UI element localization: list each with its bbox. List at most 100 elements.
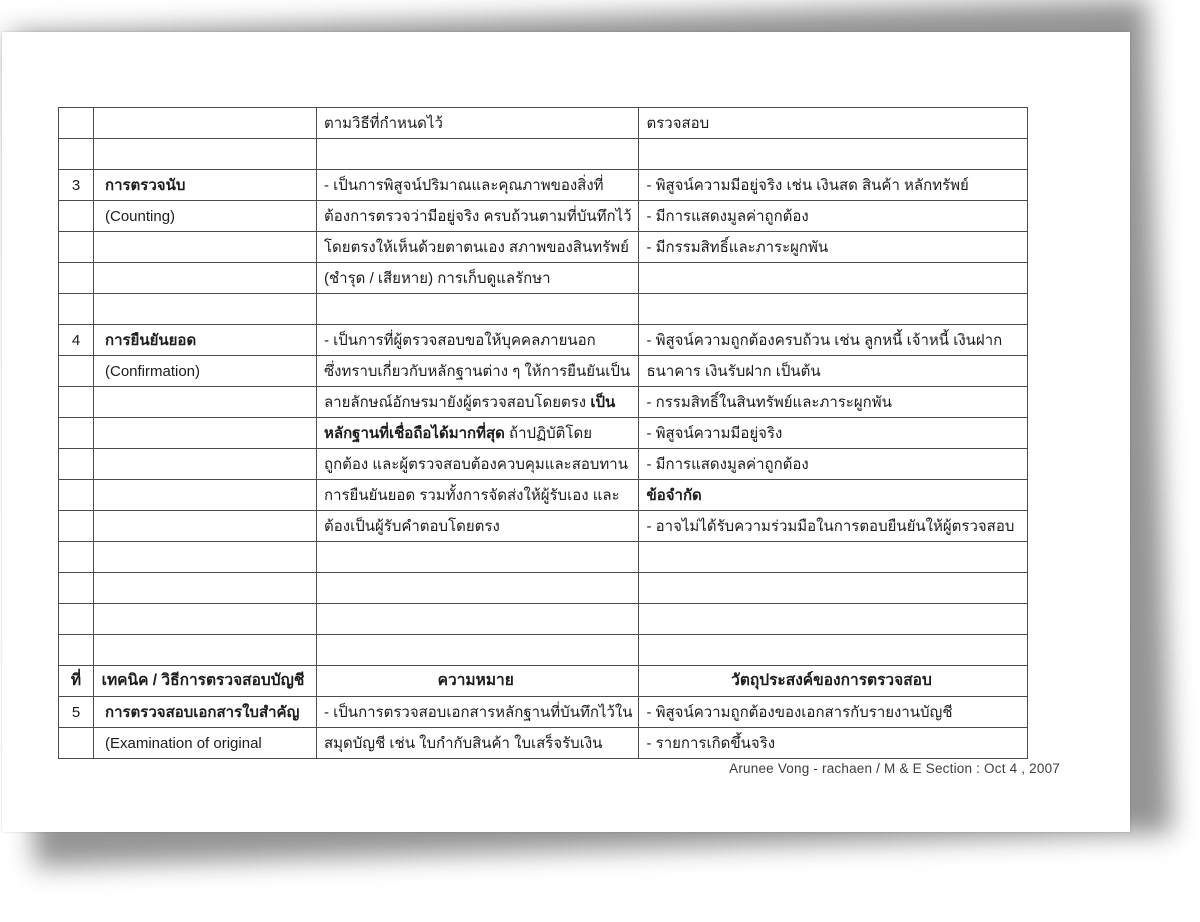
table-cell: - รายการเกิดขึ้นจริง — [638, 727, 1029, 759]
table-cell — [58, 386, 94, 418]
table-cell: การตรวจนับ — [93, 169, 317, 201]
table-cell — [58, 510, 94, 542]
table-header-cell: ที่ — [58, 665, 94, 697]
table-cell: - เป็นการพิสูจน์ปริมาณและคุณภาพของสิ่งที… — [315, 169, 640, 201]
table-cell: ต้องการตรวจว่ามีอยู่จริง ครบถ้วนตามที่บั… — [315, 200, 640, 232]
table-cell — [58, 572, 94, 604]
table-cell — [638, 634, 1029, 666]
table-cell: ซึ่งทราบเกี่ยวกับหลักฐานต่าง ๆ ให้การยืน… — [315, 355, 640, 387]
table-cell — [93, 417, 317, 449]
table-cell — [93, 634, 317, 666]
table-row: ต้องเป็นผู้รับคำตอบโดยตรง - อาจไม่ได้รับค… — [58, 510, 1029, 542]
table-cell — [58, 200, 94, 232]
table-row: 3 การตรวจนับ - เป็นการพิสูจน์ปริมาณและคุณภ… — [58, 169, 1029, 201]
table-cell: การยืนยันยอด — [93, 324, 317, 356]
table-cell: การยืนยันยอด รวมทั้งการจัดส่งให้ผู้รับเอ… — [315, 479, 640, 511]
audit-table-wrapper: ตามวิธีที่กำหนดไว้ ตรวจสอบ 3 การตรวจนับ - เป… — [58, 107, 1029, 759]
table-cell: 3 — [58, 169, 94, 201]
table-row: ตามวิธีที่กำหนดไว้ ตรวจสอบ — [58, 107, 1029, 139]
table-cell: - พิสูจน์ความถูกต้องครบถ้วน เช่น ลูกหนี้… — [638, 324, 1029, 356]
table-cell — [58, 107, 94, 139]
table-cell — [638, 138, 1029, 170]
table-cell — [638, 572, 1029, 604]
table-cell: ถูกต้อง และผู้ตรวจสอบต้องควบคุมและสอบทาน — [315, 448, 640, 480]
table-cell: - มีกรรมสิทธิ์และภาระผูกพัน — [638, 231, 1029, 263]
table-row: 4 การยืนยันยอด - เป็นการที่ผู้ตรวจสอบขอให้… — [58, 324, 1029, 356]
bold-text-segment: หลักฐานที่เชื่อถือได้มากที่สุด — [324, 424, 505, 442]
table-cell — [638, 262, 1029, 294]
table-row: 5 การตรวจสอบเอกสารใบสำคัญ - เป็นการตรวจสอบ… — [58, 696, 1029, 728]
table-cell: ต้องเป็นผู้รับคำตอบโดยตรง — [315, 510, 640, 542]
table-header-cell: ความหมาย — [315, 665, 640, 697]
bold-text-segment: การยืนยันยอด — [105, 331, 197, 349]
table-cell — [638, 541, 1029, 573]
table-cell: 5 — [58, 696, 94, 728]
table-cell — [315, 634, 640, 666]
table-cell: (ชำรุด / เสียหาย) การเก็บดูแลรักษา — [315, 262, 640, 294]
table-header-row: ที่ เทคนิค / วิธีการตรวจสอบบัญชี ความหมายว… — [58, 665, 1029, 697]
table-row — [58, 634, 1029, 666]
table-cell: ข้อจำกัด — [638, 479, 1029, 511]
table-cell — [93, 479, 317, 511]
table-cell — [58, 262, 94, 294]
table-cell — [315, 603, 640, 635]
table-cell — [93, 386, 317, 418]
table-row: (ชำรุด / เสียหาย) การเก็บดูแลรักษา — [58, 262, 1029, 294]
table-cell — [58, 479, 94, 511]
table-cell: - พิสูจน์ความมีอยู่จริง — [638, 417, 1029, 449]
table-header-cell: เทคนิค / วิธีการตรวจสอบบัญชี — [93, 665, 317, 697]
table-cell: ลายลักษณ์อักษรมายังผู้ตรวจสอบโดยตรง เป็น — [315, 386, 640, 418]
table-cell — [58, 727, 94, 759]
text-segment: ถ้าปฏิบัติโดย — [504, 424, 592, 442]
table-row: (Counting) ต้องการตรวจว่ามีอยู่จริง ครบถ้… — [58, 200, 1029, 232]
table-row — [58, 138, 1029, 170]
table-row: โดยตรงให้เห็นด้วยตาตนเอง สภาพของสินทรัพย… — [58, 231, 1029, 263]
table-cell — [638, 603, 1029, 635]
document-page: ตามวิธีที่กำหนดไว้ ตรวจสอบ 3 การตรวจนับ - เป… — [2, 32, 1130, 832]
table-row — [58, 603, 1029, 635]
table-header-cell: วัตถุประสงค์ของการตรวจสอบ — [638, 665, 1029, 697]
table-cell: หลักฐานที่เชื่อถือได้มากที่สุด ถ้าปฏิบัต… — [315, 417, 640, 449]
table-cell — [58, 541, 94, 573]
table-cell: - อาจไม่ได้รับความร่วมมือในการตอบยืนยันใ… — [638, 510, 1029, 542]
table-row: หลักฐานที่เชื่อถือได้มากที่สุด ถ้าปฏิบัต… — [58, 417, 1029, 449]
table-cell — [93, 541, 317, 573]
table-cell — [315, 572, 640, 604]
table-cell: สมุดบัญชี เช่น ใบกำกับสินค้า ใบเสร็จรับเ… — [315, 727, 640, 759]
table-row — [58, 541, 1029, 573]
table-row: ถูกต้อง และผู้ตรวจสอบต้องควบคุมและสอบทาน… — [58, 448, 1029, 480]
table-cell: - มีการแสดงมูลค่าถูกต้อง — [638, 200, 1029, 232]
table-cell: ตามวิธีที่กำหนดไว้ — [315, 107, 640, 139]
bold-text-segment: ข้อจำกัด — [646, 486, 702, 504]
footer-credit: Arunee Vong - rachaen / M & E Section : … — [729, 761, 1060, 776]
table-cell — [638, 293, 1029, 325]
table-cell — [58, 603, 94, 635]
table-cell: ตรวจสอบ — [638, 107, 1029, 139]
table-cell — [93, 107, 317, 139]
text-segment: ลายลักษณ์อักษรมายังผู้ตรวจสอบโดยตรง — [324, 393, 591, 411]
table-row: ลายลักษณ์อักษรมายังผู้ตรวจสอบโดยตรง เป็น… — [58, 386, 1029, 418]
table-row — [58, 293, 1029, 325]
table-cell: ธนาคาร เงินรับฝาก เป็นต้น — [638, 355, 1029, 387]
table-cell — [93, 603, 317, 635]
table-cell — [58, 231, 94, 263]
table-cell: 4 — [58, 324, 94, 356]
bold-text-segment: เป็น — [590, 393, 616, 411]
table-cell: - พิสูจน์ความถูกต้องของเอกสารกับรายงานบั… — [638, 696, 1029, 728]
table-cell: (Counting) — [93, 200, 317, 232]
table-cell: - พิสูจน์ความมีอยู่จริง เช่น เงินสด สินค… — [638, 169, 1029, 201]
table-cell: โดยตรงให้เห็นด้วยตาตนเอง สภาพของสินทรัพย… — [315, 231, 640, 263]
table-cell — [58, 355, 94, 387]
table-cell — [93, 448, 317, 480]
table-cell: - เป็นการที่ผู้ตรวจสอบขอให้บุคคลภายนอก — [315, 324, 640, 356]
table-cell — [58, 448, 94, 480]
table-cell — [93, 138, 317, 170]
table-cell — [315, 293, 640, 325]
table-cell — [315, 541, 640, 573]
table-cell: (Confirmation) — [93, 355, 317, 387]
table-row: การยืนยันยอด รวมทั้งการจัดส่งให้ผู้รับเอ… — [58, 479, 1029, 511]
table-cell: - มีการแสดงมูลค่าถูกต้อง — [638, 448, 1029, 480]
table-row — [58, 572, 1029, 604]
table-cell: - กรรมสิทธิ์ในสินทรัพย์และภาระผูกพัน — [638, 386, 1029, 418]
table-cell — [58, 293, 94, 325]
